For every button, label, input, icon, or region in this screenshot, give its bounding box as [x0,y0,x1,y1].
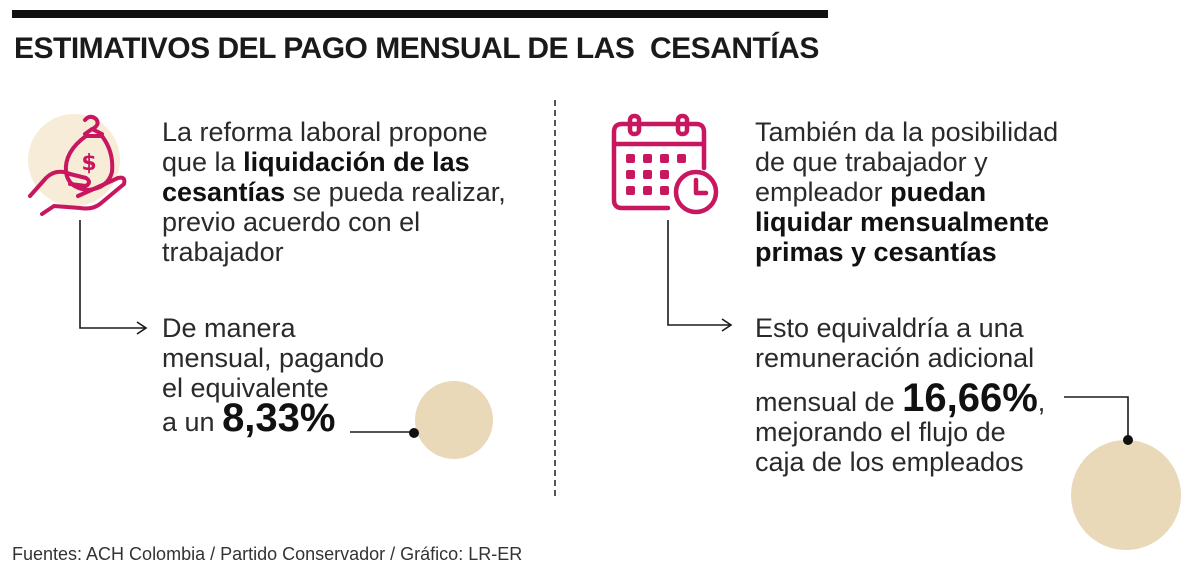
top-rule [12,10,828,18]
money-bag-hand-icon: $ [28,114,127,216]
left-percentage: 8,33% [222,396,336,440]
right-value-dot [1123,435,1133,445]
left-decor-circle [415,381,493,459]
right-detail-text: Esto equivaldría a una remuneración adic… [755,313,1046,477]
column-divider [554,100,556,496]
right-arrow-connector [667,220,733,332]
right-percentage: 16,66% [902,376,1038,420]
left-detail-text: De manera mensual, pagando el equivalent… [162,313,385,440]
source-credit: Fuentes: ACH Colombia / Partido Conserva… [12,544,523,564]
page-title: ESTIMATIVOS DEL PAGO MENSUAL DE LAS CESA… [14,32,819,65]
left-intro-text: La reforma laboral propone que la liquid… [162,117,506,267]
svg-text:$: $ [81,151,96,176]
right-decor-circle [1071,440,1181,550]
right-intro-text: También da la posibilidad de que trabaja… [755,117,1059,267]
right-value-leader [1064,396,1129,438]
left-arrow-connector [79,220,148,335]
left-value-dot [409,428,419,438]
calendar-clock-icon [611,113,719,215]
